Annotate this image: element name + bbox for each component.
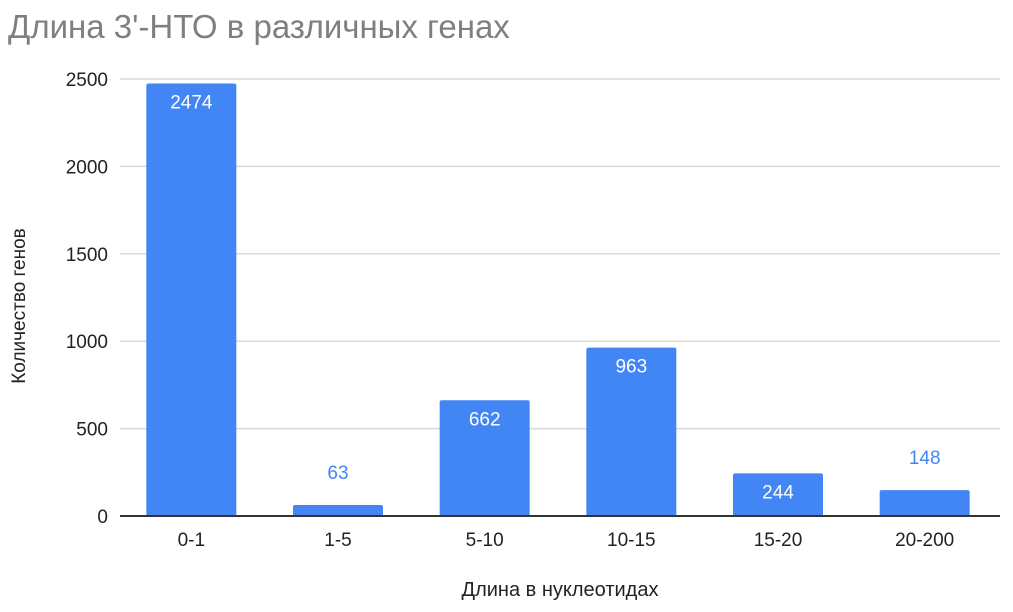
x-tick-label: 20-200	[895, 530, 954, 551]
bar-15-20	[733, 473, 823, 516]
y-tick-label: 1000	[66, 332, 108, 353]
data-label: 662	[469, 409, 501, 430]
data-labels: 2474 63 662 963 244 148	[170, 93, 940, 504]
bar-0-1	[146, 83, 237, 516]
x-tick-label: 5-10	[466, 530, 504, 551]
y-tick-label: 500	[76, 420, 108, 441]
chart-title: Длина 3'-НТО в различных генах	[8, 8, 510, 45]
bar-10-15	[586, 347, 677, 516]
x-tick-label: 1-5	[324, 530, 351, 551]
y-tick-label: 0	[97, 507, 108, 528]
x-tick-labels: 0-1 1-5 5-10 10-15 15-20 20-200	[178, 530, 955, 551]
data-label: 244	[762, 482, 794, 503]
y-axis-title: Количество генов	[9, 228, 30, 384]
x-tick-label: 15-20	[754, 530, 803, 551]
data-label: 963	[615, 357, 647, 378]
gridlines	[120, 78, 1000, 430]
y-tick-labels: 0 500 1000 1500 2000 2500	[66, 70, 108, 528]
y-tick-label: 1500	[66, 245, 108, 266]
x-tick-label: 10-15	[607, 530, 656, 551]
data-label: 63	[327, 463, 348, 484]
bars	[146, 83, 970, 516]
y-tick-label: 2000	[66, 157, 108, 178]
x-axis-title: Длина в нуклеотидах	[462, 579, 659, 601]
bar-20-200	[879, 490, 970, 516]
data-label: 2474	[170, 93, 213, 114]
data-label: 148	[909, 448, 941, 469]
bar-1-5	[293, 504, 383, 516]
y-tick-label: 2500	[66, 70, 108, 91]
bar-5-10	[439, 400, 530, 516]
x-tick-label: 0-1	[178, 530, 205, 551]
